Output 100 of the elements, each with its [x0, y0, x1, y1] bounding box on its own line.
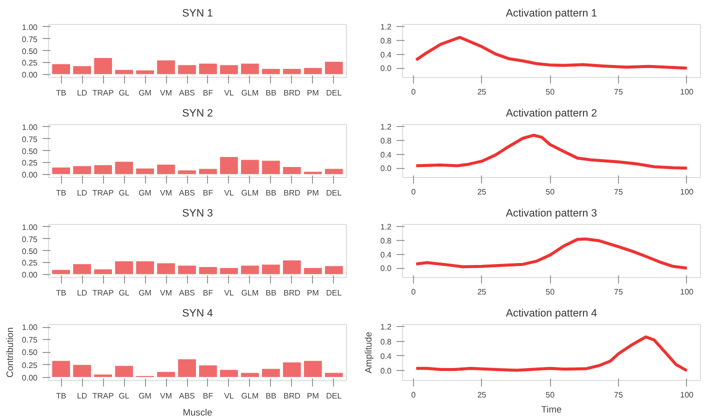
x-tick-label: TB	[56, 392, 66, 400]
x-tick-label: GLM	[241, 288, 259, 298]
y-tick-label: 0.4	[380, 250, 392, 260]
x-tick-label: 0	[411, 88, 416, 96]
x-tick-label: GLM	[241, 88, 259, 98]
x-tick-label: GLM	[241, 188, 259, 198]
chart-title: SYN 1	[182, 8, 213, 20]
y-tick-label: 0.50	[22, 246, 38, 256]
x-tick-label: GL	[118, 188, 130, 198]
y-tick-label: 0.0	[380, 164, 392, 174]
y-tick-label: 1.2	[380, 222, 392, 232]
y-tick-label: 0.00	[22, 373, 38, 382]
x-tick-label: VM	[160, 392, 172, 400]
x-tick-label: BF	[202, 188, 214, 198]
x-tick-label: TRAP	[92, 88, 114, 98]
x-tick-label: 100	[680, 188, 694, 196]
x-tick-label: TB	[56, 288, 66, 298]
y-tick-label: 0.8	[380, 337, 392, 346]
y-tick-label: 0.4	[380, 150, 392, 160]
x-tick-label: 100	[680, 88, 694, 96]
y-tick-label: 0.25	[22, 258, 38, 268]
y-axis-title: Amplitude	[363, 332, 374, 374]
x-tick-label: DEL	[326, 188, 342, 198]
x-tick-label: 0	[411, 288, 416, 296]
x-tick-label: BRD	[283, 88, 301, 98]
y-tick-label: 0.0	[380, 366, 392, 376]
y-tick-label: 0.00	[22, 270, 38, 280]
x-tick-label: DEL	[326, 88, 342, 98]
y-tick-label: 0.8	[380, 136, 392, 146]
x-tick-label: 25	[477, 88, 487, 96]
x-tick-label: PM	[306, 288, 320, 298]
x-tick-label: VL	[224, 188, 234, 198]
y-tick-label: 1.00	[22, 222, 38, 232]
x-tick-label: 50	[546, 88, 556, 96]
y-tick-label: 0.75	[22, 234, 38, 244]
y-tick-label: 1.2	[380, 122, 392, 132]
x-tick-label: 50	[546, 188, 556, 196]
x-tick-label: BB	[266, 392, 276, 400]
x-tick-label: 100	[680, 288, 694, 296]
x-tick-label: ABS	[179, 392, 196, 400]
x-tick-label: BF	[202, 88, 214, 98]
y-tick-label: 0.0	[380, 264, 392, 274]
y-tick-label: 0.25	[22, 360, 38, 370]
x-tick-label: BB	[266, 88, 276, 98]
x-tick-label: TRAP	[92, 392, 114, 400]
x-tick-label: VM	[160, 288, 172, 298]
y-tick-label: 0.8	[380, 36, 392, 46]
x-tick-label: 50	[546, 390, 556, 400]
y-tick-label: 0.75	[22, 34, 38, 44]
x-tick-label: BRD	[283, 188, 301, 198]
x-tick-label: 0	[411, 188, 416, 196]
chart-title: SYN 4	[182, 308, 213, 320]
y-tick-label: 0.50	[22, 46, 38, 56]
x-tick-label: ABS	[179, 88, 196, 98]
x-tick-label: LD	[76, 288, 88, 298]
x-tick-label: 25	[477, 188, 487, 196]
x-tick-label: 75	[614, 88, 624, 96]
x-tick-label: GL	[118, 288, 130, 298]
x-tick-label: GM	[138, 188, 152, 198]
x-tick-label: BB	[266, 188, 276, 198]
x-tick-label: DEL	[326, 288, 342, 298]
x-tick-label: GL	[118, 392, 130, 400]
x-tick-label: LD	[76, 188, 88, 198]
x-tick-label: ABS	[179, 288, 196, 298]
x-tick-label: LD	[76, 392, 88, 400]
y-tick-label: 0.00	[22, 170, 38, 180]
x-tick-label: BRD	[283, 392, 301, 400]
y-tick-label: 1.00	[22, 122, 38, 132]
x-tick-label: BRD	[283, 288, 301, 298]
x-tick-label: TB	[56, 188, 66, 198]
chart-title: Activation pattern 2	[506, 108, 598, 120]
x-tick-label: GM	[138, 288, 152, 298]
x-tick-label: BF	[202, 288, 214, 298]
chart-title: Activation pattern 4	[506, 308, 598, 320]
chart-title: SYN 2	[182, 108, 213, 120]
x-tick-label: ABS	[179, 188, 196, 198]
y-tick-label: 1.2	[380, 322, 392, 332]
y-tick-label: 0.50	[22, 348, 38, 358]
y-tick-label: 1.00	[22, 323, 38, 332]
x-tick-label: VL	[224, 88, 234, 98]
chart-title: SYN 3	[182, 208, 213, 220]
x-tick-label: PM	[306, 392, 320, 400]
y-tick-label: 0.00	[22, 70, 38, 80]
x-tick-label: PM	[306, 88, 320, 98]
x-tick-label: 25	[477, 288, 487, 296]
x-tick-label: BB	[266, 288, 276, 298]
x-tick-label: VL	[224, 288, 234, 298]
y-axis-title: Contribution	[4, 327, 15, 378]
x-axis-title: Time	[541, 404, 562, 414]
y-tick-label: 0.4	[380, 352, 392, 361]
x-tick-label: VL	[224, 392, 234, 400]
y-tick-label: 1.00	[22, 22, 38, 32]
chart-title: Activation pattern 3	[506, 208, 598, 220]
x-tick-label: 0	[411, 390, 416, 400]
x-tick-label: GM	[138, 88, 152, 98]
x-tick-label: 75	[614, 288, 624, 296]
x-tick-label: TB	[56, 88, 66, 98]
x-tick-label: VM	[160, 88, 172, 98]
x-tick-label: 75	[614, 188, 624, 196]
y-tick-label: 0.4	[380, 50, 392, 60]
